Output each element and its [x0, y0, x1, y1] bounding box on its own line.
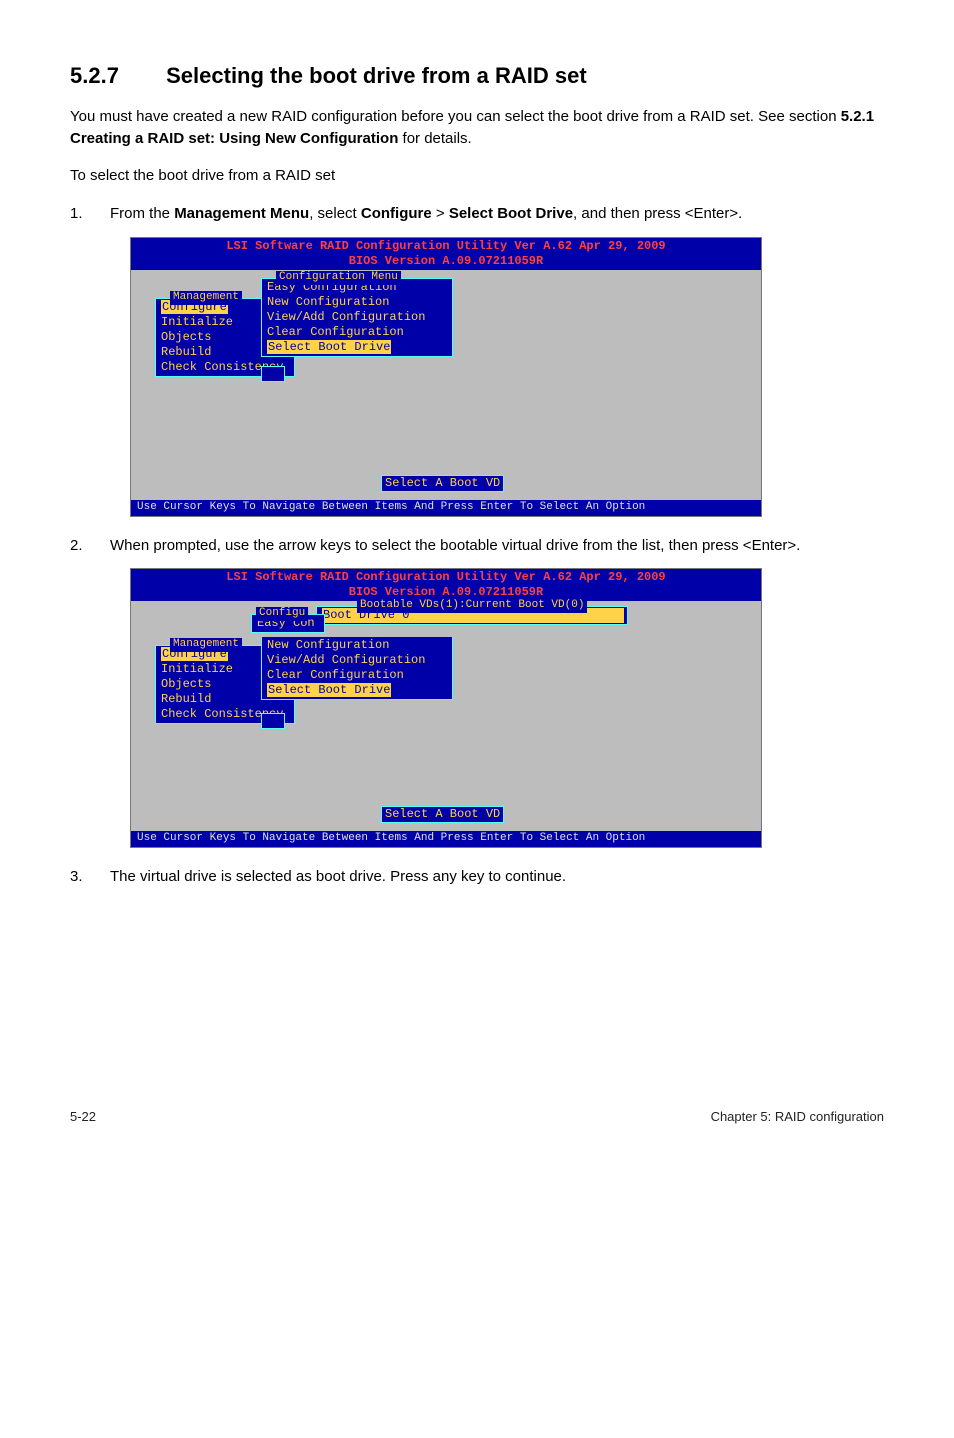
management-legend: Management: [170, 638, 242, 652]
section-heading: 5.2.7 Selecting the boot drive from a RA…: [70, 60, 884, 92]
cfg-new: New Configuration: [267, 638, 447, 653]
bios-footer: Use Cursor Keys To Navigate Between Item…: [131, 500, 761, 516]
page-footer: 5-22 Chapter 5: RAID configuration: [70, 1108, 884, 1127]
step-1: 1. From the Management Menu, select Conf…: [70, 203, 884, 225]
menu-stub: [261, 713, 285, 729]
step-3: 3. The virtual drive is selected as boot…: [70, 866, 884, 888]
configuration-menu-box: New Configuration View/Add Configuration…: [261, 637, 453, 700]
management-legend: Management: [170, 291, 242, 305]
bios-screenshot-2: LSI Software RAID Configuration Utility …: [130, 568, 762, 848]
section-number: 5.2.7: [70, 60, 160, 92]
configu-box: Configu Easy Con: [251, 614, 325, 633]
section-title-text: Selecting the boot drive from a RAID set: [166, 63, 587, 88]
configuration-menu-box: Configuration Menu Easy Configuration Ne…: [261, 278, 453, 357]
bootable-legend: Bootable VDs(1):Current Boot VD(0): [357, 599, 587, 613]
step-text: From the Management Menu, select Configu…: [110, 203, 884, 225]
step-text: The virtual drive is selected as boot dr…: [110, 866, 884, 888]
step-number: 3.: [70, 866, 110, 888]
page-number: 5-22: [70, 1108, 96, 1127]
menu-stub: [261, 366, 285, 382]
cfg-select-boot: Select Boot Drive: [267, 340, 447, 355]
bootable-vds-box: Bootable VDs(1):Current Boot VD(0) Boot …: [316, 606, 628, 625]
cfg-clear: Clear Configuration: [267, 325, 447, 340]
step-number: 2.: [70, 535, 110, 557]
step-number: 1.: [70, 203, 110, 225]
cfg-select-boot: Select Boot Drive: [267, 683, 447, 698]
step-2: 2. When prompted, use the arrow keys to …: [70, 535, 884, 557]
select-boot-vd-label: Select A Boot VD: [381, 806, 504, 823]
configu-legend: Configu: [256, 607, 308, 621]
cfg-viewadd: View/Add Configuration: [267, 653, 447, 668]
chapter-label: Chapter 5: RAID configuration: [711, 1108, 884, 1127]
select-boot-vd-label: Select A Boot VD: [381, 475, 504, 492]
bios-screenshot-1: LSI Software RAID Configuration Utility …: [130, 237, 762, 517]
cfg-viewadd: View/Add Configuration: [267, 310, 447, 325]
cfg-clear: Clear Configuration: [267, 668, 447, 683]
bios-header: LSI Software RAID Configuration Utility …: [131, 569, 761, 601]
intro-paragraph-2: To select the boot drive from a RAID set: [70, 165, 884, 187]
cfg-new: New Configuration: [267, 295, 447, 310]
intro-paragraph-1: You must have created a new RAID configu…: [70, 106, 884, 150]
bios-footer: Use Cursor Keys To Navigate Between Item…: [131, 831, 761, 847]
step-text: When prompted, use the arrow keys to sel…: [110, 535, 884, 557]
bios-header: LSI Software RAID Configuration Utility …: [131, 238, 761, 270]
configuration-legend: Configuration Menu: [276, 271, 401, 285]
